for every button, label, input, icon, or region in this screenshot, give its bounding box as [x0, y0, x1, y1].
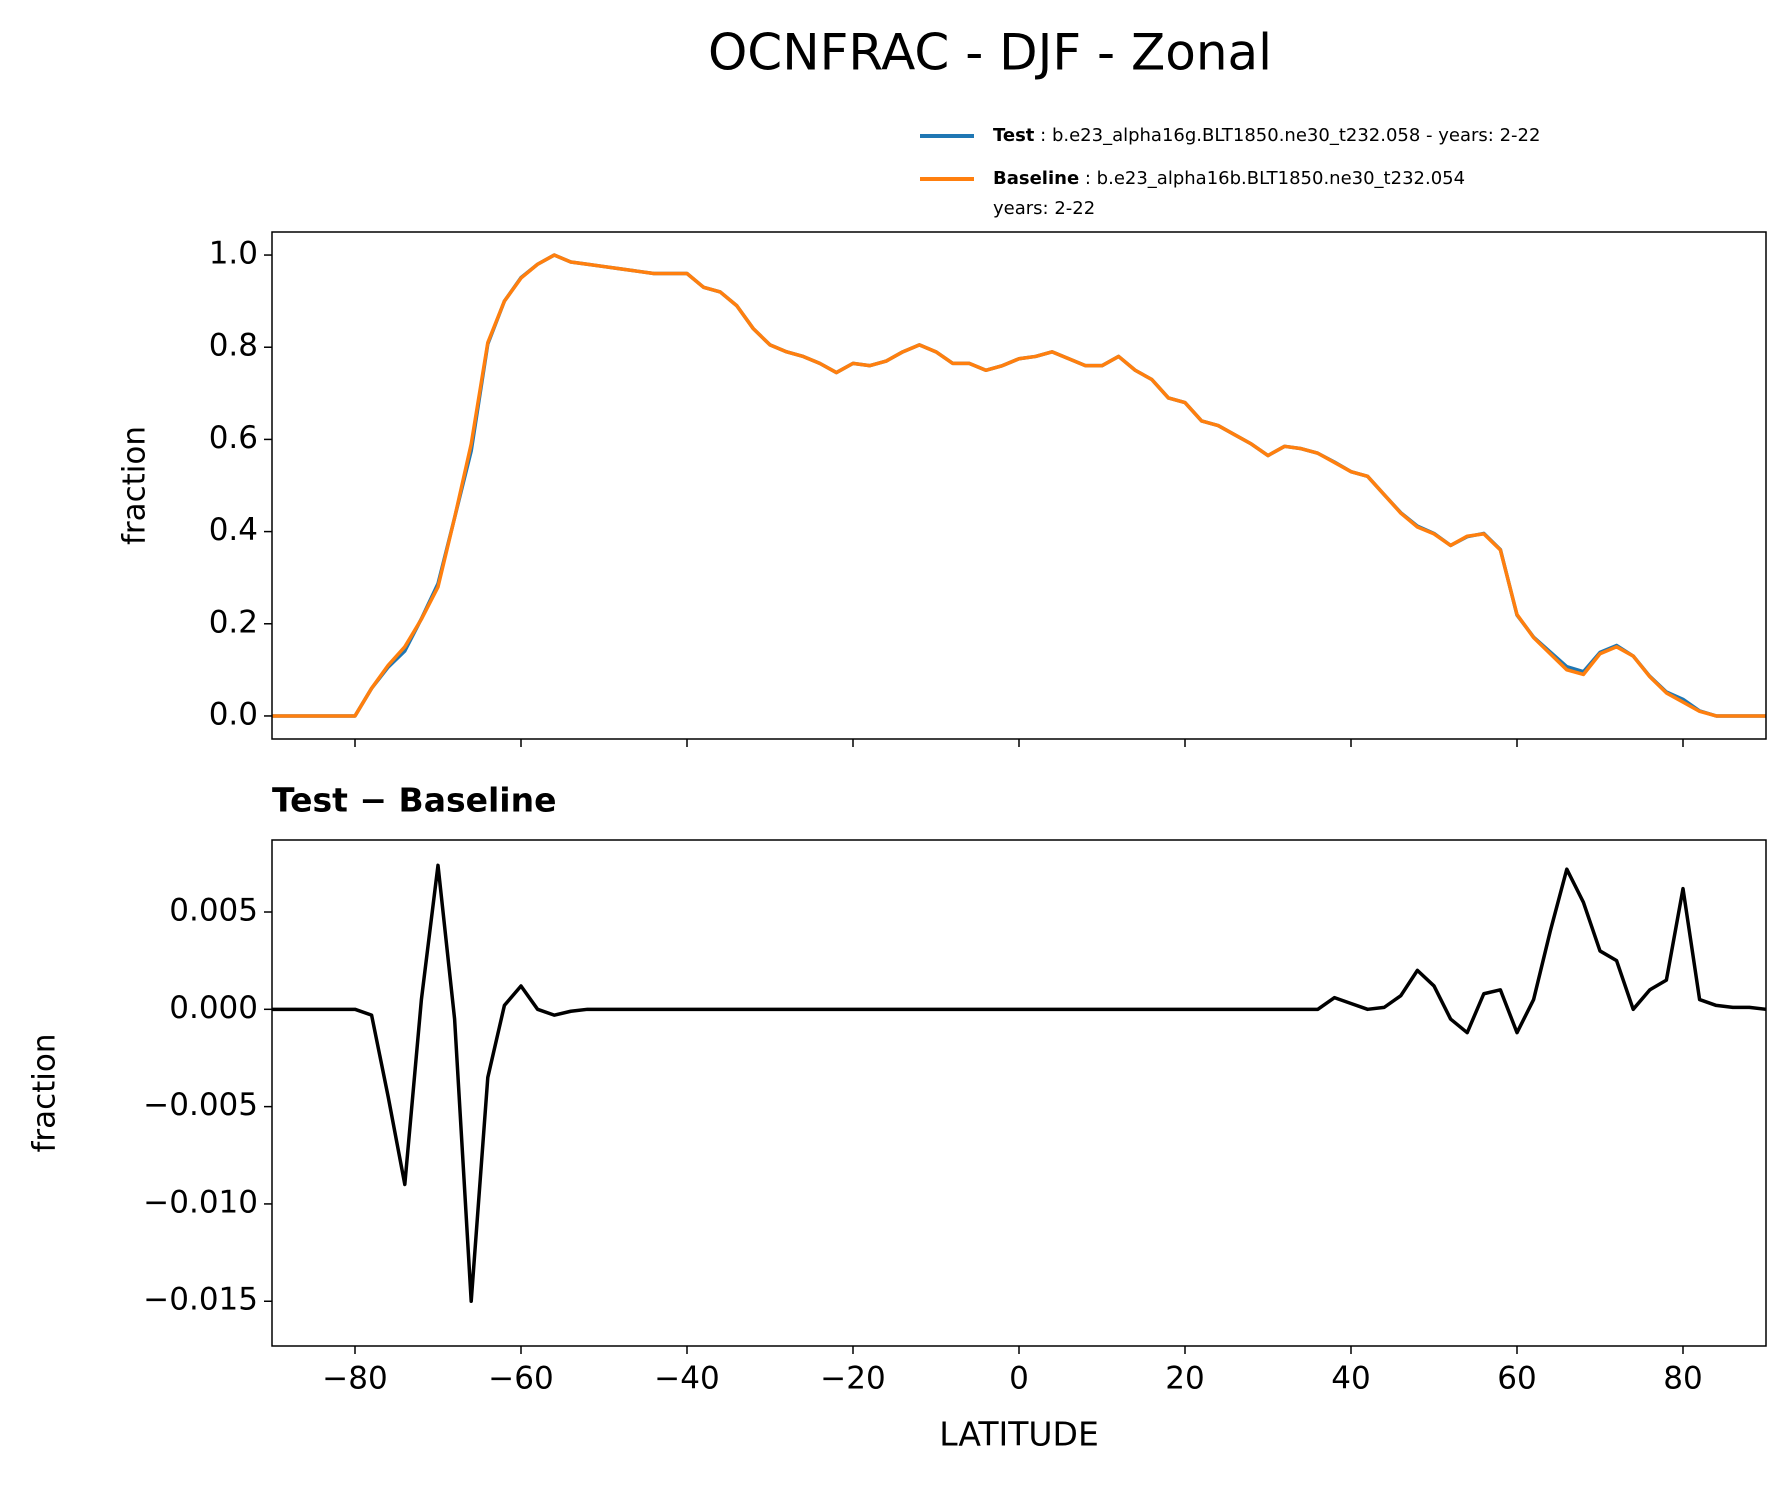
y-tick-label: 0.005: [169, 893, 258, 929]
y-tick-label: −0.015: [143, 1282, 258, 1318]
data-line: [272, 863, 1767, 1303]
axes-frame: [271, 839, 1767, 1347]
y-tick-label: 0.6: [209, 420, 258, 456]
x-tick-label: −60: [488, 1361, 553, 1397]
legend-label: Baseline : b.e23_alpha16b.BLT1850.ne30_t…: [993, 168, 1465, 219]
legend-name: Baseline: [993, 168, 1079, 189]
y-axis-label: fraction: [27, 1033, 63, 1152]
x-tick-label: 0: [1009, 1361, 1029, 1397]
x-tick-label: 20: [1165, 1361, 1204, 1397]
y-tick-label: 1.0: [209, 236, 258, 272]
legend-description: years: 2-22: [993, 198, 1095, 219]
y-tick-label: 0.0: [209, 696, 258, 732]
x-tick-label: −80: [322, 1361, 387, 1397]
x-tick-label: 80: [1663, 1361, 1702, 1397]
subplot-title: Test − Baseline: [272, 781, 557, 820]
x-tick-label: −20: [820, 1361, 885, 1397]
y-tick-label: 0.2: [209, 604, 258, 640]
x-tick-label: 60: [1497, 1361, 1536, 1397]
y-tick-label: 0.8: [209, 328, 258, 364]
legend-separator: :: [1034, 125, 1052, 146]
x-tick-label: −40: [654, 1361, 719, 1397]
y-tick-label: −0.010: [143, 1184, 258, 1220]
y-axis-label: fraction: [117, 426, 153, 545]
legend-separator: :: [1079, 168, 1097, 189]
figure-title: OCNFRAC - DJF - Zonal: [708, 24, 1272, 82]
axes-frame: [271, 231, 1767, 740]
data-line: [272, 253, 1766, 718]
legend-label: Test : b.e23_alpha16g.BLT1850.ne30_t232.…: [993, 125, 1540, 146]
x-axis-label: LATITUDE: [939, 1415, 1099, 1454]
legend-description: b.e23_alpha16b.BLT1850.ne30_t232.054: [1097, 168, 1465, 189]
x-tick-label: 40: [1331, 1361, 1370, 1397]
legend-description: b.e23_alpha16g.BLT1850.ne30_t232.058 - y…: [1052, 125, 1541, 146]
y-tick-label: 0.000: [169, 990, 258, 1026]
y-tick-label: 0.4: [209, 512, 258, 548]
legend-name: Test: [993, 125, 1035, 146]
y-tick-label: −0.005: [143, 1087, 258, 1123]
